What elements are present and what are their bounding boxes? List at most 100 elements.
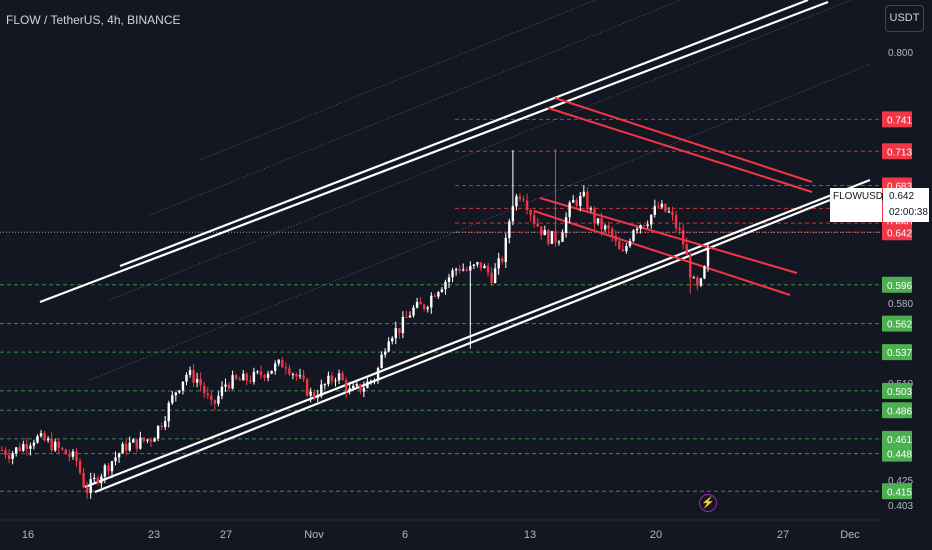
candle-body: [706, 248, 710, 267]
candle-body: [618, 240, 621, 250]
candle-body: [568, 202, 571, 218]
candle-body: [273, 363, 277, 371]
candle-body: [110, 461, 114, 472]
candle-body: [625, 246, 628, 252]
y-tick-label: 0.403: [888, 501, 913, 512]
candle-body: [681, 229, 685, 245]
candle-body: [490, 272, 493, 283]
candle-body: [486, 265, 490, 273]
candle-body: [231, 375, 234, 389]
candle-body: [415, 301, 419, 308]
candle-body: [199, 379, 202, 386]
candle-body: [245, 373, 248, 381]
candle-body: [451, 270, 454, 278]
candle-body: [444, 281, 447, 290]
candle-body: [422, 304, 426, 310]
candle-body: [632, 230, 635, 242]
candle-body: [316, 396, 319, 398]
lightning-bolt-icon[interactable]: ⚡: [699, 494, 717, 512]
support-label: 0.562: [887, 320, 912, 331]
candle-body: [25, 444, 29, 449]
candle-body: [121, 443, 124, 454]
candle-body: [288, 368, 291, 375]
candle-body: [540, 226, 543, 236]
candle-body: [440, 289, 444, 293]
candle-body: [699, 278, 703, 286]
candle-body: [313, 391, 316, 398]
candle-body: [107, 465, 110, 472]
y-tick-label: 0.800: [888, 48, 913, 59]
x-tick-label: 23: [148, 529, 160, 541]
candle-body: [249, 380, 252, 382]
candle-body: [348, 388, 351, 392]
candle-body: [398, 328, 401, 334]
candle-body: [550, 231, 554, 244]
candle-body: [508, 221, 511, 238]
candle-body: [501, 258, 504, 263]
candle-body: [323, 384, 327, 386]
candle-body: [359, 384, 362, 392]
candle-body: [426, 307, 429, 310]
candle-body: [327, 375, 330, 385]
candle-body: [291, 374, 295, 376]
candle-body: [678, 228, 681, 230]
candle-body: [153, 438, 156, 442]
candle-body: [529, 210, 532, 216]
candle-body: [78, 461, 82, 473]
candle-body: [174, 392, 178, 396]
candle-body: [284, 367, 288, 369]
candle-body: [135, 439, 139, 449]
candle-body: [380, 354, 383, 369]
candle-body: [93, 477, 96, 480]
candle-body: [518, 196, 522, 200]
ticker-tag: FLOWUSDT: [830, 188, 889, 222]
candle-body: [635, 228, 639, 231]
candle-body: [561, 232, 564, 242]
candle-body: [0, 450, 4, 452]
candle-body: [391, 338, 394, 342]
candle-body: [50, 438, 53, 451]
candle-body: [146, 439, 149, 441]
candle-body: [295, 374, 298, 377]
candle-body: [263, 375, 266, 378]
candle-body: [181, 381, 185, 391]
candle-body: [352, 385, 355, 389]
candle-body: [139, 437, 142, 449]
candle-body: [639, 225, 642, 229]
candle-body: [689, 254, 692, 278]
candle-body: [210, 395, 213, 400]
candle-body: [575, 199, 578, 206]
candle-body: [142, 437, 146, 441]
candle-body: [195, 379, 199, 383]
candle-body: [82, 472, 85, 488]
candle-body: [366, 381, 369, 389]
candle-body: [504, 237, 507, 263]
candle-body: [132, 439, 135, 443]
candle-body: [75, 451, 78, 462]
candle-body: [309, 391, 312, 396]
currency-button[interactable]: USDT: [885, 5, 924, 32]
channel-line: [84, 178, 871, 489]
support-label-box: [882, 276, 912, 293]
x-tick-label: 6: [402, 529, 408, 541]
candle-body: [369, 380, 373, 382]
candle-body: [156, 425, 160, 439]
candle-body: [227, 384, 231, 389]
resistance-label: 0.713: [887, 147, 912, 158]
candle-body: [547, 230, 550, 244]
support-label-box: [882, 344, 912, 361]
candle-body: [373, 379, 376, 381]
candle-body: [394, 328, 397, 339]
candle-body: [305, 379, 309, 396]
resistance-label-box: [882, 111, 912, 128]
candle-body: [114, 457, 117, 462]
candle-body: [579, 195, 582, 206]
candle-body: [163, 421, 167, 428]
candle-body: [543, 230, 547, 236]
candle-body: [469, 265, 472, 271]
candle-body: [628, 241, 632, 247]
candle-body: [522, 199, 525, 201]
channel-line: [94, 198, 831, 494]
candle-body: [437, 292, 440, 297]
